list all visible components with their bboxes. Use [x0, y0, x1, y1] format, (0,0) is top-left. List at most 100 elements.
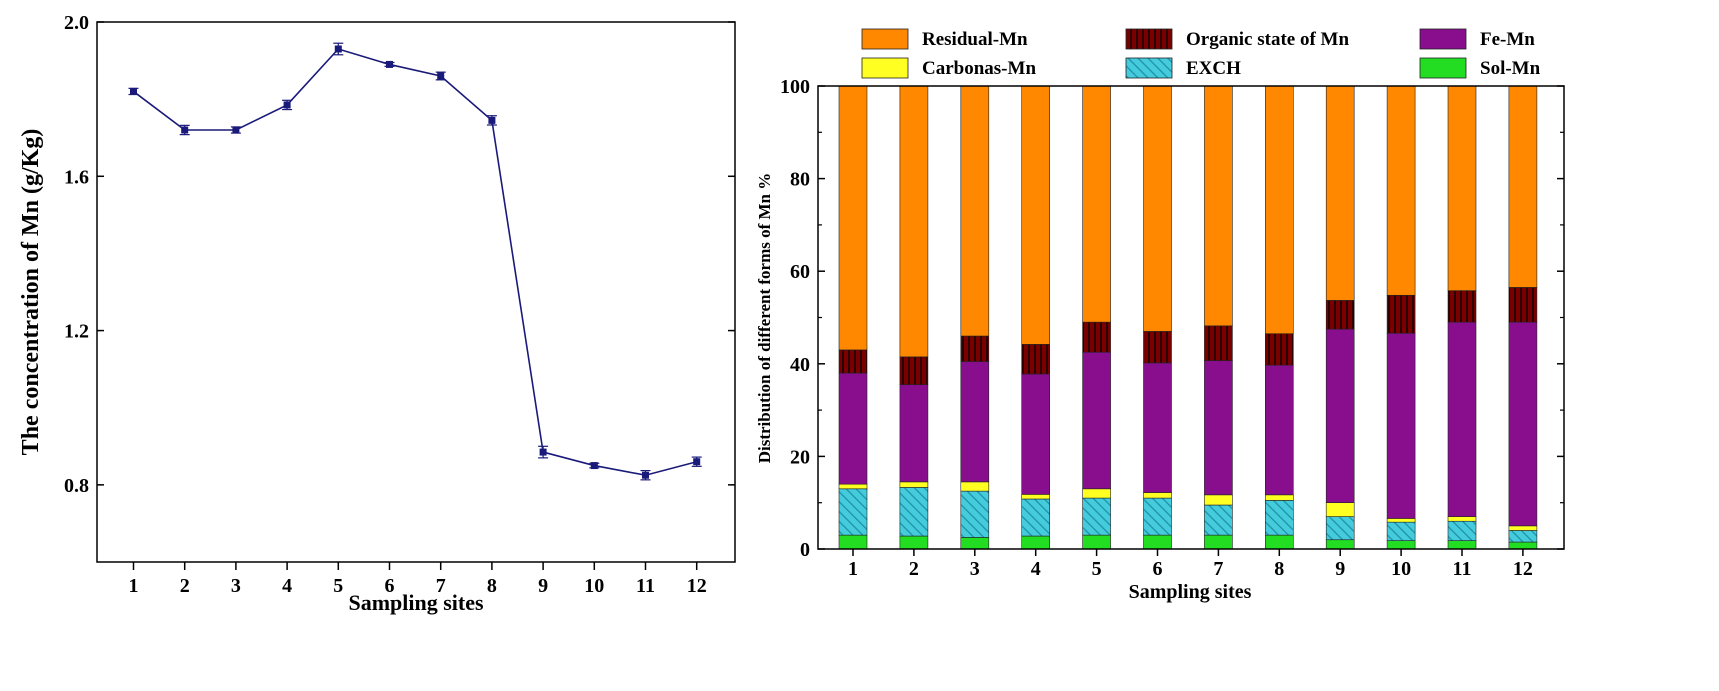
y-tick-label: 2.0: [64, 12, 89, 34]
bar-segment-organic-state-of-mn: [1265, 333, 1294, 366]
y-tick-label: 0.8: [64, 475, 89, 497]
bar-segment-fe-mn: [1021, 373, 1051, 495]
x-tick-label: 9: [1335, 558, 1345, 580]
bar-segment-carbonas-mn: [960, 481, 990, 492]
bar-segment-organic-state-of-mn: [838, 349, 868, 374]
bar-segment-carbonas-mn: [1325, 502, 1355, 517]
concentration-line: [133, 48, 697, 477]
legend-swatch-sol-mn: [1419, 57, 1467, 79]
bar-segment-carbonas-mn: [1386, 518, 1416, 523]
legend-label-residual-mn: Residual-Mn: [922, 29, 1028, 50]
x-tick-label: 9: [538, 575, 548, 597]
bar-segment-exch: [1447, 520, 1477, 541]
y-tick-label: 40: [790, 354, 810, 376]
bar-segment-residual-mn: [1265, 85, 1294, 335]
bar-segment-carbonas-mn: [1204, 494, 1233, 506]
bar-segment-fe-mn: [899, 384, 929, 483]
x-tick-label: 2: [180, 575, 190, 597]
line-chart: 0.81.21.62.0 1 2 3 4 5 6 7 8 9 10 11 12 Sampling si…: [18, 12, 736, 615]
bar-segment-organic-state-of-mn: [1325, 300, 1355, 330]
y-tick-label: 0: [800, 539, 810, 561]
line-chart-series: [128, 42, 702, 481]
line-chart-frame: [96, 21, 736, 563]
bar-segment-exch: [1325, 516, 1355, 541]
y-tick-label: 1.6: [64, 166, 89, 188]
data-point: [437, 72, 445, 80]
legend-swatch-carbonas-mn: [861, 57, 909, 79]
bar-segment-fe-mn: [1508, 321, 1538, 527]
bar-segment-carbonas-mn: [899, 481, 929, 488]
legend-swatch-fe-mn: [1419, 28, 1467, 50]
bar-segment-fe-mn: [1204, 360, 1233, 496]
bar-segment-residual-mn: [1204, 85, 1233, 327]
x-tick-label: 6: [1153, 558, 1163, 580]
bar-chart-y-ticks: 0 20 40 60 80 100: [780, 76, 1564, 561]
bar-segment-residual-mn: [1143, 85, 1172, 332]
y-tick-label: 80: [790, 169, 810, 191]
x-tick-label: 1: [848, 558, 858, 580]
legend-label-sol-mn: Sol-Mn: [1480, 58, 1541, 79]
x-tick-label: 3: [231, 575, 241, 597]
stacked-bars: [838, 85, 1538, 550]
legend-swatch-exch: [1125, 57, 1173, 79]
bar-segment-sol-mn: [960, 537, 990, 550]
bar-segment-residual-mn: [1386, 85, 1416, 296]
data-point: [642, 471, 649, 479]
line-chart-y-ticks: 0.8 1.2 1.6 2.0: [64, 12, 735, 497]
bar-segment-carbonas-mn: [1508, 525, 1538, 531]
bar-segment-residual-mn: [960, 85, 990, 337]
bar-segment-sol-mn: [1508, 541, 1538, 550]
bar-segment-residual-mn: [899, 85, 929, 358]
data-point: [693, 458, 701, 466]
bar-segment-carbonas-mn: [1143, 492, 1172, 499]
data-point: [181, 126, 189, 134]
bar-segment-organic-state-of-mn: [1508, 287, 1538, 323]
bar-segment-exch: [838, 488, 868, 536]
x-tick-label: 2: [909, 558, 919, 580]
bar-segment-residual-mn: [838, 85, 868, 351]
bar-segment-residual-mn: [1447, 85, 1477, 291]
bar-segment-sol-mn: [1265, 534, 1294, 550]
y-tick-label: 20: [790, 446, 810, 468]
legend-label-exch: EXCH: [1186, 58, 1241, 79]
data-point: [488, 116, 496, 124]
line-chart-x-axis-title: Sampling sites: [348, 590, 484, 615]
data-point: [283, 101, 291, 109]
x-tick-label: 4: [1031, 558, 1041, 580]
bar-segment-organic-state-of-mn: [1143, 331, 1172, 364]
legend-label-organic-state-of-mn: Organic state of Mn: [1186, 29, 1349, 50]
y-tick-label: 100: [780, 76, 810, 98]
x-tick-label: 12: [1513, 558, 1533, 580]
bar-segment-organic-state-of-mn: [1204, 325, 1233, 361]
data-point: [386, 60, 393, 68]
bar-segment-carbonas-mn: [1082, 488, 1111, 499]
bar-segment-sol-mn: [1386, 540, 1416, 550]
bar-segment-residual-mn: [1508, 85, 1538, 288]
bar-segment-organic-state-of-mn: [960, 335, 990, 362]
x-tick-label: 7: [436, 575, 446, 597]
x-tick-label: 4: [282, 575, 292, 597]
x-tick-label: 8: [487, 575, 497, 597]
bar-segment-exch: [1204, 504, 1233, 536]
bar-segment-exch: [1508, 530, 1538, 543]
data-point: [334, 45, 342, 53]
bar-segment-sol-mn: [1204, 534, 1233, 550]
bar-segment-fe-mn: [838, 372, 868, 485]
bar-segment-fe-mn: [1265, 364, 1294, 496]
x-tick-label: 5: [333, 575, 343, 597]
x-tick-label: 6: [385, 575, 395, 597]
data-point: [590, 462, 598, 470]
legend-label-carbonas-mn: Carbonas-Mn: [922, 58, 1036, 79]
legend-label-fe-mn: Fe-Mn: [1480, 29, 1535, 50]
bar-segment-exch: [960, 490, 990, 538]
bar-segment-organic-state-of-mn: [1386, 294, 1416, 334]
bar-segment-carbonas-mn: [1021, 494, 1051, 500]
x-tick-label: 1: [129, 575, 139, 597]
bar-segment-fe-mn: [1447, 321, 1477, 517]
x-tick-label: 5: [1092, 558, 1102, 580]
bar-chart-y-axis-title: Distribution of different forms of Mn %: [755, 173, 774, 464]
y-tick-label: 1.2: [64, 321, 89, 343]
bar-segment-residual-mn: [1325, 85, 1355, 301]
